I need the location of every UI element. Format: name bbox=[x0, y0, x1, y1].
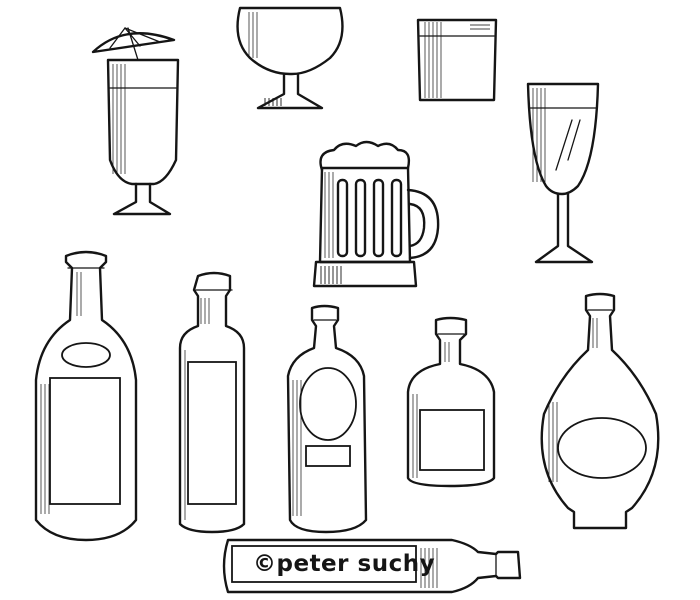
narrow-bottle bbox=[178, 271, 246, 534]
watermark-signature: ©peter suchy bbox=[253, 551, 435, 577]
cocktail-glass-with-umbrella bbox=[91, 27, 180, 216]
round-shoulder-bottle bbox=[286, 304, 368, 534]
whiskey-bottle bbox=[406, 316, 496, 488]
beer-mug bbox=[312, 140, 440, 288]
wine-goblet bbox=[236, 6, 344, 110]
champagne-flute bbox=[526, 82, 600, 264]
round-liqueur-bottle bbox=[540, 292, 660, 530]
lying-bottle bbox=[222, 538, 522, 594]
tumbler-glass bbox=[416, 18, 498, 102]
wine-bottle bbox=[34, 250, 138, 542]
